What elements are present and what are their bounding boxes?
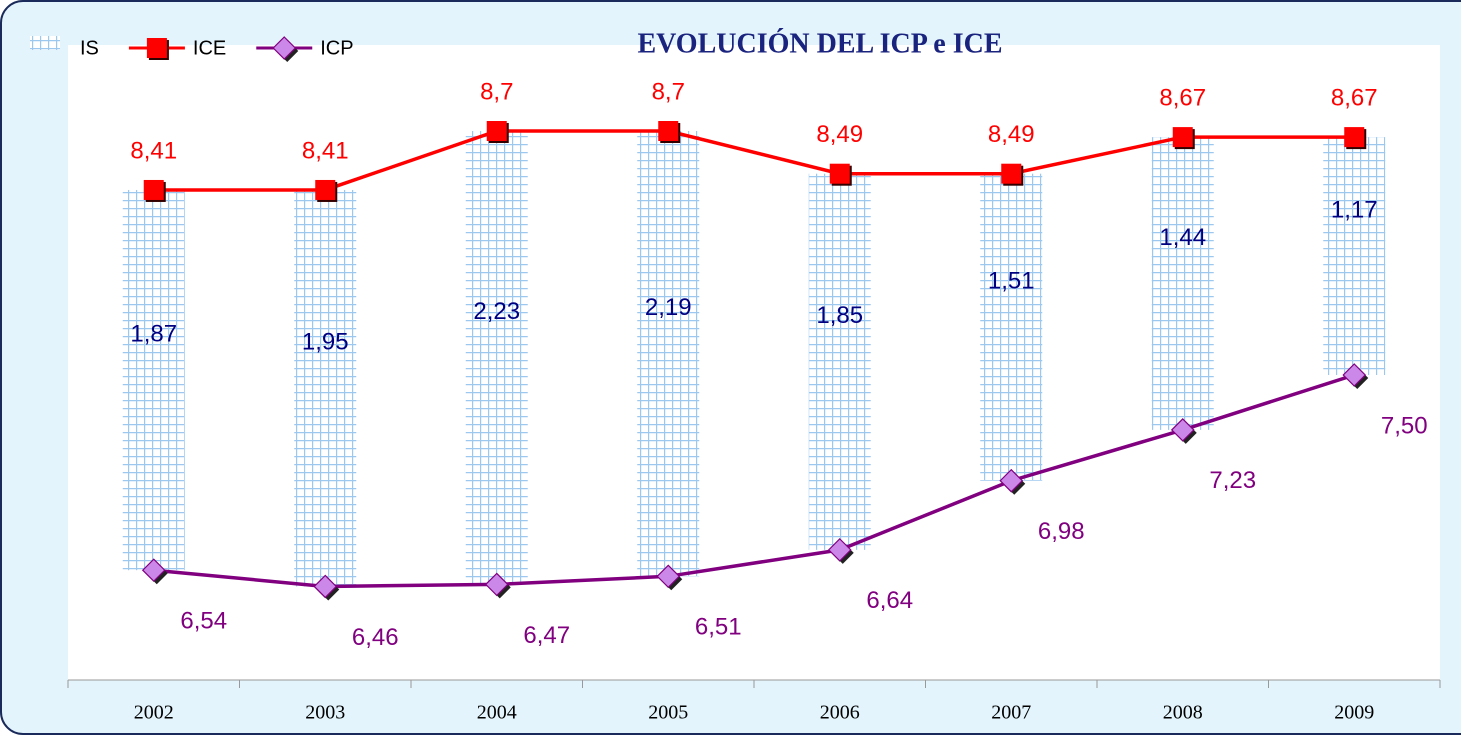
chart-title: EVOLUCIÓN DEL ICP e ICE bbox=[637, 28, 1002, 59]
marker bbox=[315, 179, 336, 200]
point-value-label: 7,23 bbox=[1209, 467, 1256, 494]
marker bbox=[484, 572, 509, 597]
marker bbox=[829, 163, 850, 184]
bar bbox=[1151, 137, 1214, 430]
legend-marker bbox=[272, 36, 297, 60]
plot-area bbox=[68, 45, 1440, 680]
x-tick-label: 2002 bbox=[134, 702, 174, 724]
bar bbox=[122, 189, 185, 571]
point-value-label: 6,51 bbox=[695, 614, 742, 641]
x-tick-label: 2006 bbox=[820, 702, 860, 724]
bar bbox=[1323, 137, 1386, 375]
line-icp bbox=[153, 373, 1355, 589]
x-tick-label: 2004 bbox=[477, 702, 517, 724]
legend-label: IS bbox=[80, 37, 99, 59]
point-value-label: 6,47 bbox=[523, 622, 570, 649]
marker bbox=[1344, 127, 1365, 148]
point-value-label: 8,49 bbox=[816, 121, 863, 148]
point-value-label: 8,67 bbox=[1159, 84, 1206, 111]
legend-swatch bbox=[30, 36, 60, 50]
bar bbox=[294, 189, 357, 587]
point-value-label: 6,54 bbox=[180, 608, 227, 635]
point-value-label: 8,41 bbox=[302, 137, 349, 164]
marker bbox=[141, 558, 166, 583]
marker bbox=[1170, 418, 1195, 442]
legend-label: ICP bbox=[320, 37, 353, 59]
marker bbox=[1172, 127, 1193, 148]
bar-value-label: 1,95 bbox=[302, 329, 349, 356]
marker bbox=[143, 179, 164, 200]
point-value-label: 8,7 bbox=[480, 78, 513, 105]
bar bbox=[980, 173, 1043, 481]
point-value-label: 6,64 bbox=[866, 587, 913, 614]
point-value-label: 7,50 bbox=[1381, 412, 1428, 439]
bar bbox=[465, 131, 528, 585]
marker bbox=[827, 538, 852, 562]
marker bbox=[313, 574, 338, 599]
bar-value-label: 2,23 bbox=[473, 298, 520, 325]
marker bbox=[1001, 163, 1022, 184]
point-value-label: 8,67 bbox=[1331, 84, 1378, 111]
bar bbox=[637, 131, 700, 577]
legend-marker bbox=[146, 38, 167, 58]
legend-label: ICE bbox=[193, 37, 226, 59]
point-value-label: 6,98 bbox=[1038, 518, 1085, 545]
x-tick-label: 2007 bbox=[991, 702, 1031, 724]
bar-value-label: 1,44 bbox=[1159, 224, 1206, 251]
marker bbox=[658, 121, 679, 141]
marker bbox=[656, 564, 681, 589]
point-value-label: 8,49 bbox=[988, 121, 1035, 148]
bar-value-label: 1,87 bbox=[130, 320, 177, 347]
bar-value-label: 1,85 bbox=[816, 302, 863, 329]
bar-value-label: 1,17 bbox=[1331, 196, 1378, 223]
x-tick-label: 2008 bbox=[1163, 702, 1203, 724]
marker bbox=[999, 468, 1024, 493]
bar-value-label: 2,19 bbox=[645, 294, 692, 321]
point-value-label: 8,41 bbox=[130, 137, 177, 164]
point-value-label: 6,46 bbox=[352, 624, 399, 651]
x-tick-label: 2009 bbox=[1334, 702, 1374, 724]
line-ice bbox=[153, 129, 1355, 192]
marker bbox=[486, 121, 507, 141]
bar bbox=[808, 173, 871, 550]
point-value-label: 8,7 bbox=[652, 78, 685, 105]
marker bbox=[1342, 363, 1367, 387]
x-tick-label: 2005 bbox=[648, 702, 688, 724]
bar-value-label: 1,51 bbox=[988, 268, 1035, 295]
x-tick-label: 2003 bbox=[305, 702, 345, 724]
